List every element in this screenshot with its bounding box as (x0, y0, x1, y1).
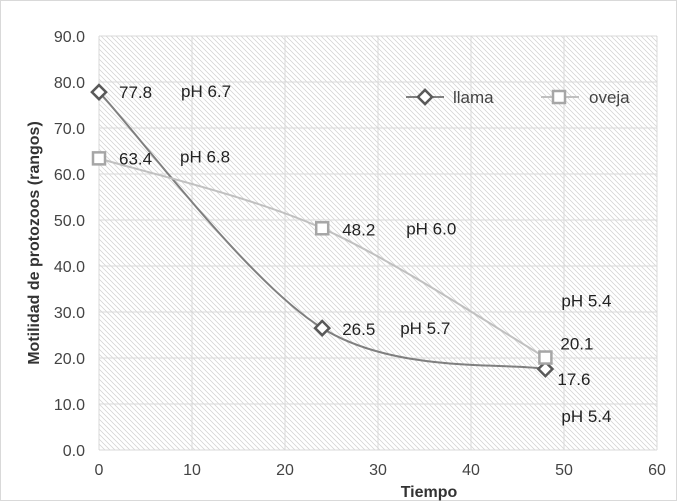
data-label-value: 26.5 (342, 320, 375, 339)
x-axis-title: Tiempo (401, 484, 458, 501)
y-axis-title: Motilidad de protozoos (rangos) (26, 121, 43, 365)
point-oveja (538, 350, 553, 365)
y-tick-label: 40.0 (54, 259, 85, 276)
data-label-value: 48.2 (342, 220, 375, 239)
point-llama (536, 360, 555, 378)
legend-marker-oveja (551, 89, 567, 105)
data-label-value: 63.4 (119, 149, 152, 168)
y-tick-label: 50.0 (54, 213, 85, 230)
data-label-ph: pH 5.4 (561, 407, 611, 426)
data-label-ph: pH 5.4 (561, 292, 611, 311)
data-label-value: 20.1 (560, 335, 593, 354)
y-tick-label: 30.0 (54, 305, 85, 322)
point-llama (90, 83, 108, 101)
x-tick-label: 30 (369, 462, 387, 479)
data-label-ph: pH 6.0 (406, 219, 456, 238)
series-line-llama (98, 91, 546, 371)
x-tick-label: 50 (555, 462, 573, 479)
point-oveja (91, 151, 107, 166)
x-tick-label: 0 (95, 462, 104, 479)
legend: llama oveja (406, 88, 630, 107)
point-llama (313, 319, 332, 337)
y-tick-label: 60.0 (54, 167, 85, 184)
y-tick-label: 80.0 (54, 75, 85, 92)
y-tick-label: 0.0 (63, 443, 85, 460)
legend-marker-llama (416, 88, 434, 106)
tick-labels: 0.0 10.0 20.0 30.0 40.0 50.0 60.0 70.0 80.0 90.0 0… (54, 29, 666, 479)
data-labels: 77.8 pH 6.7 26.5 pH 5.7 17.6 pH 5.4 63.4 pH 6.8… (119, 82, 611, 426)
legend-label-llama: llama (453, 88, 494, 107)
y-tick-label: 20.0 (54, 351, 85, 368)
y-tick-label: 90.0 (54, 29, 85, 46)
data-label-ph: pH 5.7 (400, 319, 450, 338)
data-label-value: 77.8 (119, 83, 152, 102)
data-label-ph: pH 6.7 (181, 82, 231, 101)
x-tick-label: 40 (462, 462, 480, 479)
y-tick-label: 70.0 (54, 121, 85, 138)
data-label-value: 17.6 (557, 370, 590, 389)
x-tick-label: 10 (183, 462, 201, 479)
x-tick-label: 60 (648, 462, 666, 479)
point-oveja (314, 221, 330, 236)
series-markers (90, 83, 555, 378)
x-tick-label: 20 (276, 462, 294, 479)
data-label-ph: pH 6.8 (180, 147, 230, 166)
y-tick-label: 10.0 (54, 397, 85, 414)
legend-label-oveja: oveja (589, 88, 630, 107)
gridlines (98, 35, 658, 451)
